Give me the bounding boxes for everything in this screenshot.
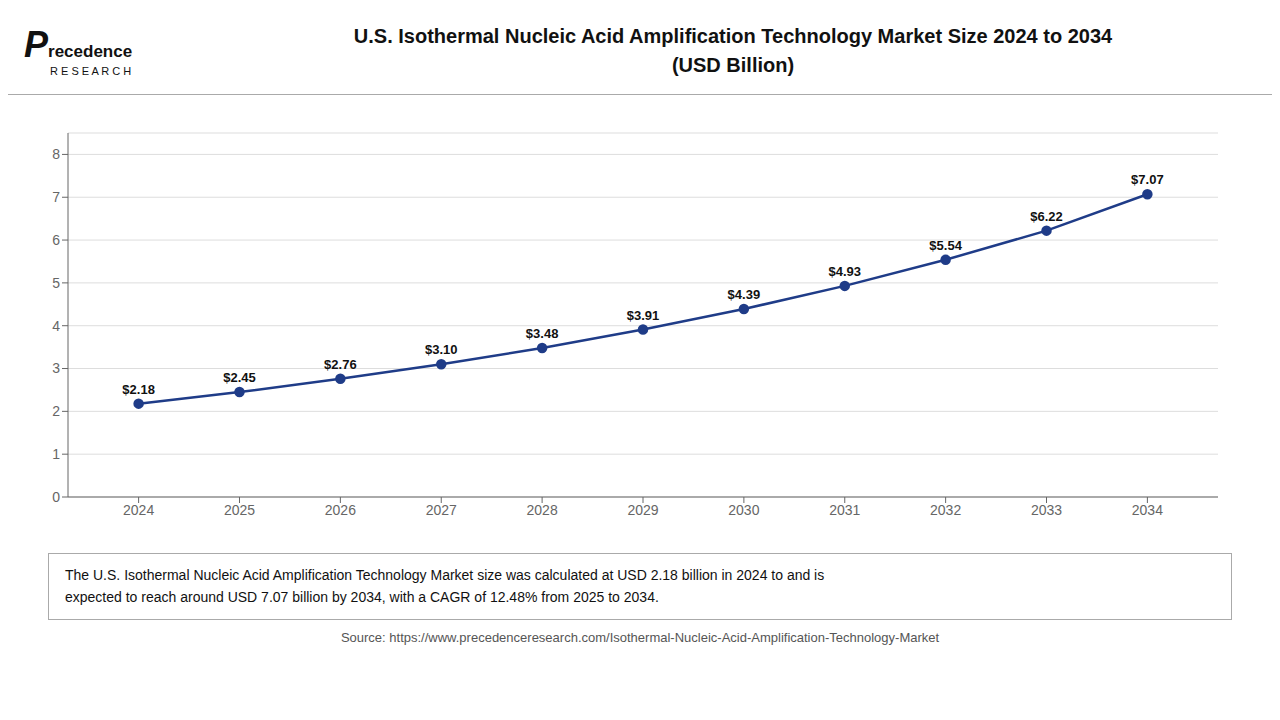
html-text:Source: https://www.precedence: Source: https://www.precedenceresearch.c… [340, 629, 940, 645]
svg-text:2024: 2024 [123, 502, 154, 518]
svg-text:5: 5 [52, 275, 60, 291]
svg-text:2030: 2030 [728, 502, 759, 518]
svg-text:7: 7 [52, 189, 60, 205]
svg-text:1: 1 [52, 446, 60, 462]
svg-text:$3.48: $3.48 [526, 326, 559, 341]
svg-text:6: 6 [52, 232, 60, 248]
svg-text:2026: 2026 [325, 502, 356, 518]
html-text:(USD Billion): (USD Billion) [671, 54, 795, 76]
svg-text:$2.18: $2.18 [122, 382, 155, 397]
svg-text:$7.07: $7.07 [1131, 172, 1164, 187]
svg-text:2027: 2027 [426, 502, 457, 518]
svg-text:4: 4 [52, 318, 60, 334]
svg-text:$4.93: $4.93 [828, 264, 861, 279]
svg-text:$6.22: $6.22 [1030, 209, 1063, 224]
svg-text:2034: 2034 [1132, 502, 1163, 518]
svg-text:2028: 2028 [527, 502, 558, 518]
svg-text:2031: 2031 [829, 502, 860, 518]
svg-text:2032: 2032 [930, 502, 961, 518]
svg-text:$5.54: $5.54 [929, 238, 962, 253]
svg-text:0: 0 [52, 489, 60, 505]
svg-text:3: 3 [52, 360, 60, 376]
svg-text:2: 2 [52, 403, 60, 419]
html-text:recedence: recedence [48, 42, 133, 62]
svg-text:2025: 2025 [224, 502, 255, 518]
svg-text:$4.39: $4.39 [728, 287, 761, 302]
svg-text:8: 8 [52, 146, 60, 162]
html-text:The U.S. Isothermal Nucleic Ac: The U.S. Isothermal Nucleic Acid Amplifi… [65, 567, 825, 606]
svg-text:$3.91: $3.91 [627, 308, 660, 323]
html-text:P: P [24, 24, 48, 66]
svg-text:$3.10: $3.10 [425, 342, 458, 357]
svg-text:$2.45: $2.45 [223, 370, 256, 385]
html-text:U.S. Isothermal Nucleic Acid A: U.S. Isothermal Nucleic Acid Amplificati… [353, 25, 1113, 47]
svg-text:2033: 2033 [1031, 502, 1062, 518]
svg-text:2029: 2029 [627, 502, 658, 518]
svg-text:$2.76: $2.76 [324, 357, 357, 372]
html-text:R E S E A R C H: R E S E A R C H [50, 64, 132, 77]
